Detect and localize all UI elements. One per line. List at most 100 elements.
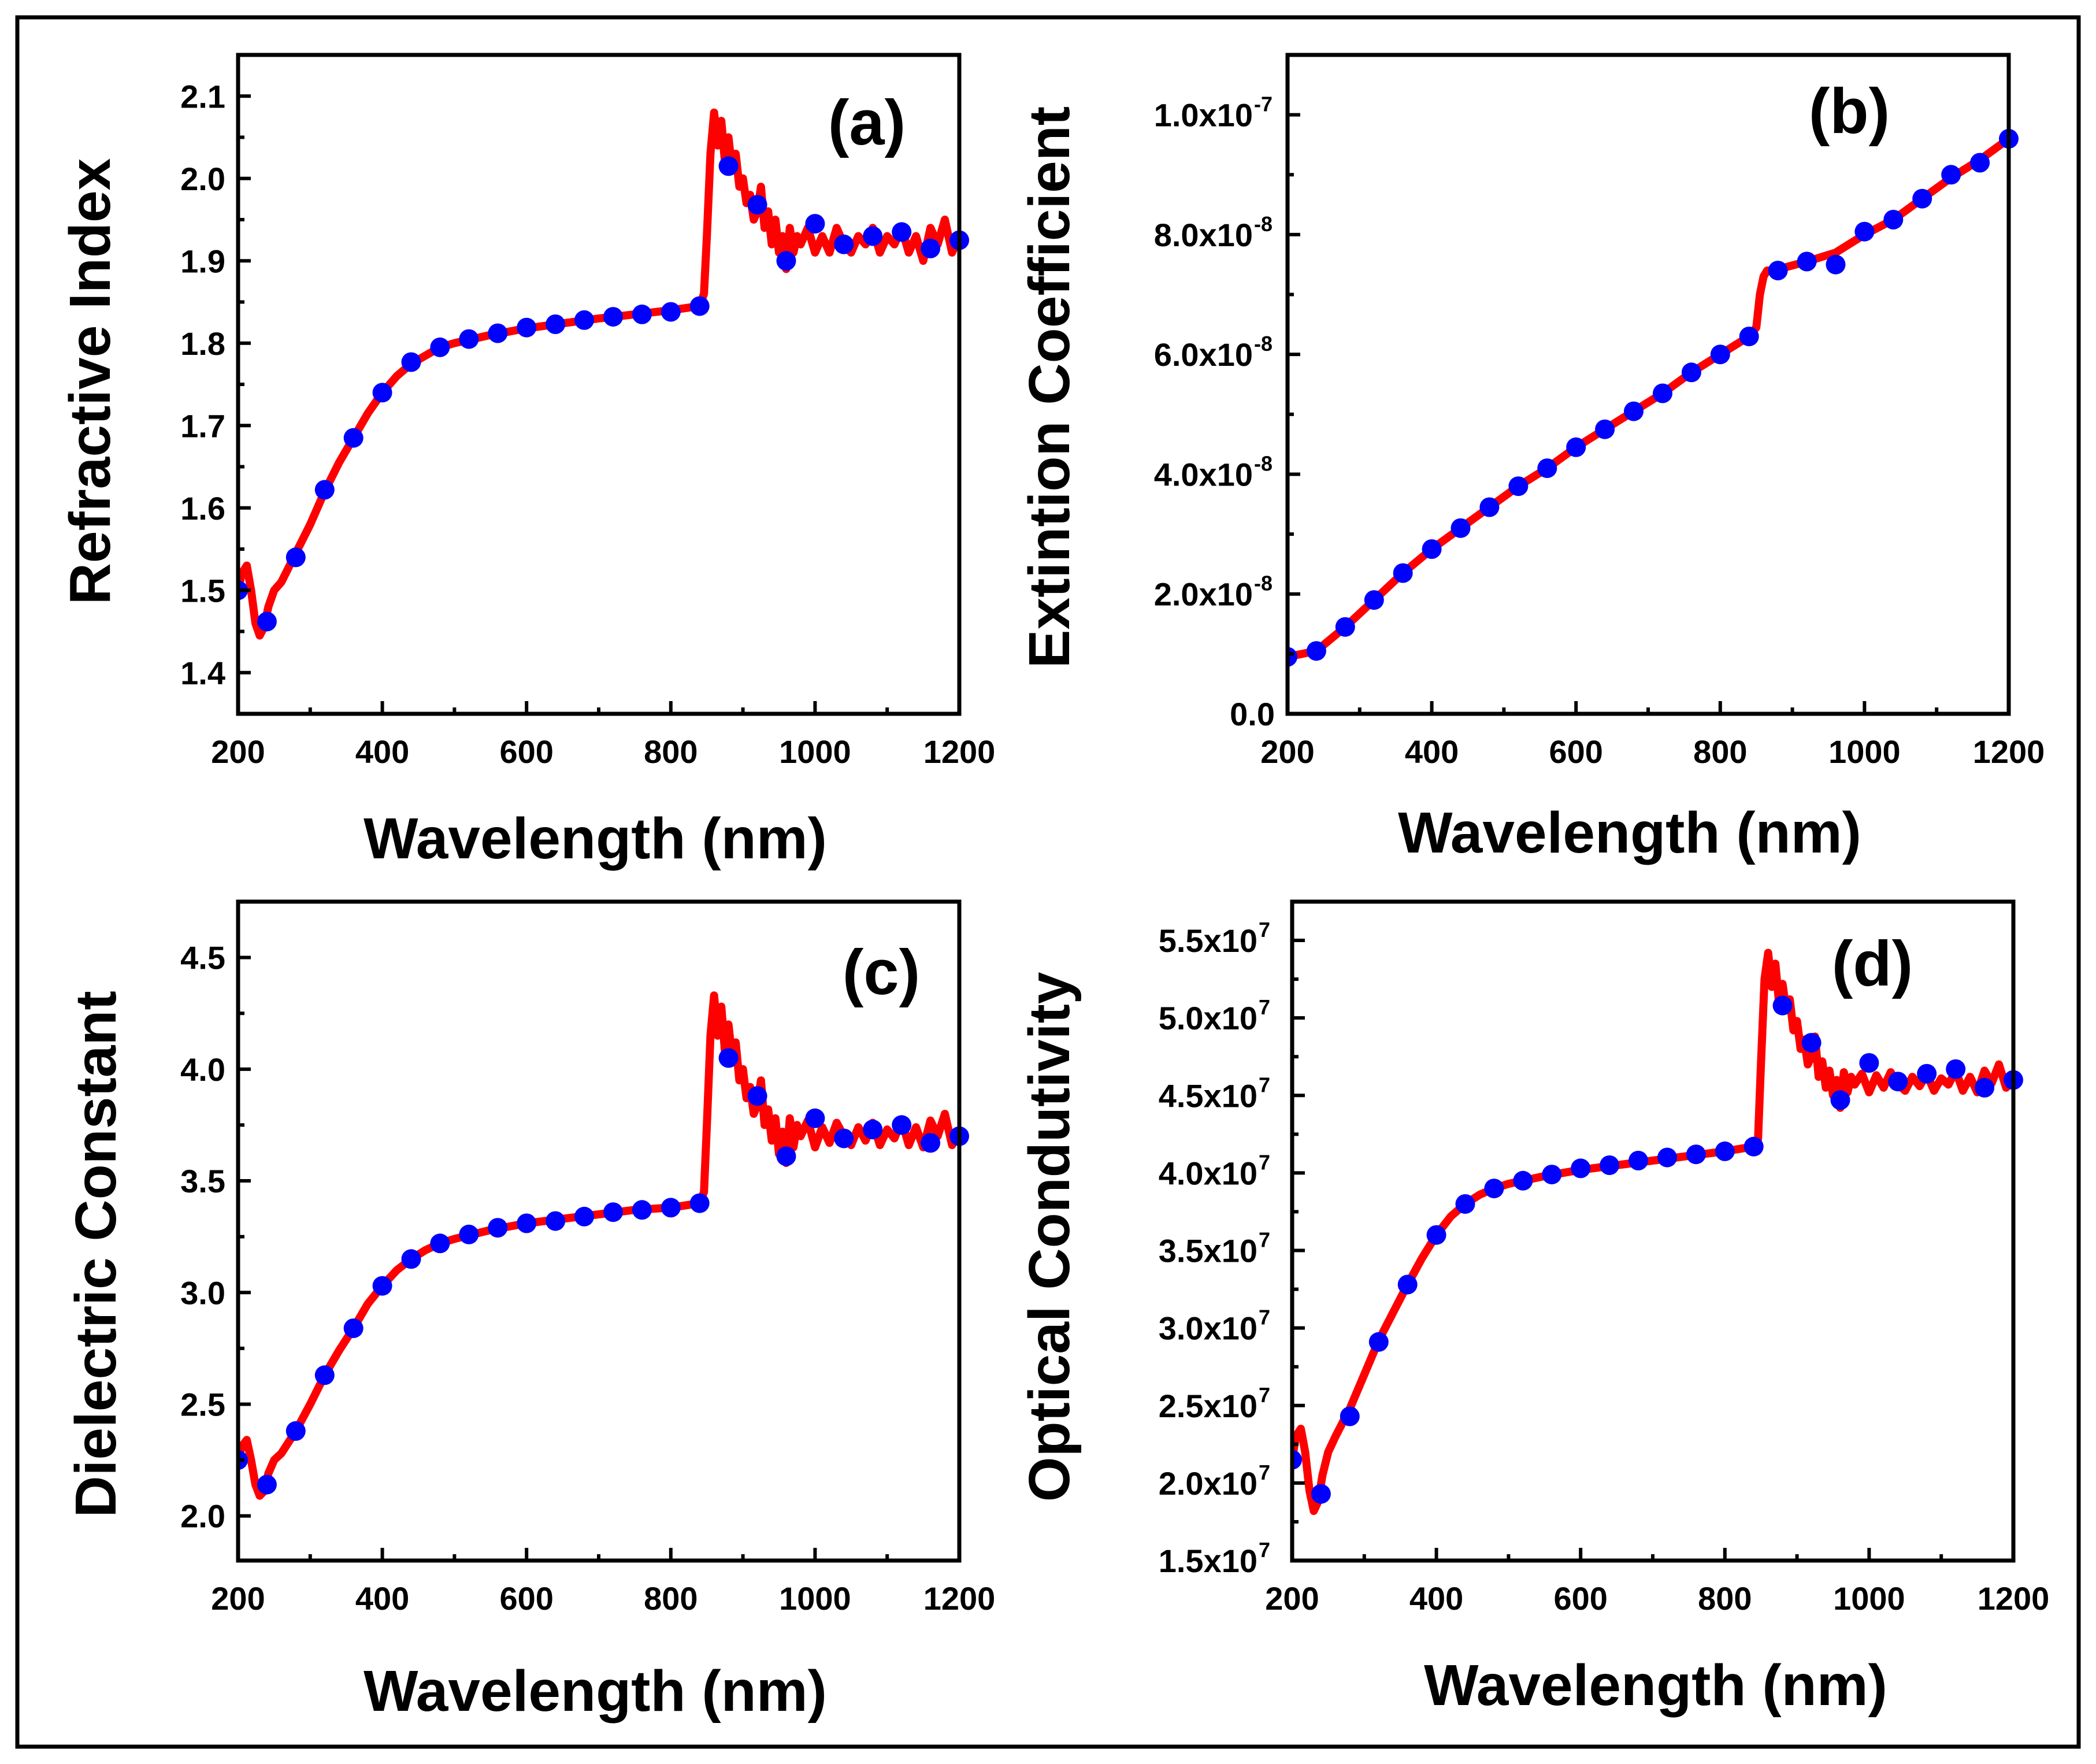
y-tick-label-d: 1.5x10 bbox=[1159, 1543, 1257, 1579]
data-point-c bbox=[343, 1318, 363, 1339]
y-tick-exponent-d: 7 bbox=[1259, 1073, 1270, 1096]
data-point-b bbox=[1970, 153, 1990, 173]
data-point-d bbox=[1830, 1090, 1850, 1110]
series-line-a bbox=[238, 108, 963, 640]
data-point-d bbox=[1455, 1194, 1475, 1214]
y-tick-exponent-b: -7 bbox=[1254, 92, 1273, 116]
panel-label-d: (d) bbox=[1832, 928, 1913, 999]
data-point-c bbox=[546, 1211, 566, 1231]
data-point-d bbox=[1686, 1144, 1706, 1165]
data-point-c bbox=[603, 1202, 623, 1222]
y-tick-label-d: 3.0x10 bbox=[1159, 1310, 1257, 1347]
y-tick-label-a: 1.7 bbox=[180, 407, 225, 444]
data-point-c bbox=[632, 1200, 652, 1220]
x-tick-label-c: 600 bbox=[499, 1580, 553, 1617]
x-axis-title-b: Wavelength (nm) bbox=[1398, 801, 1861, 865]
data-point-b bbox=[1883, 210, 1904, 229]
data-point-b bbox=[1288, 647, 1297, 667]
panel-d: (d) Wavelength (nm) Optical Condutivity … bbox=[1017, 899, 2049, 1718]
data-point-a bbox=[661, 302, 681, 322]
y-tick-label-c: 2.5 bbox=[180, 1386, 225, 1422]
data-point-d bbox=[1628, 1151, 1648, 1170]
x-tick-label-b: 1000 bbox=[1828, 733, 1901, 770]
y-tick-label-c: 4.5 bbox=[180, 940, 225, 976]
data-point-d bbox=[1772, 995, 1793, 1016]
data-point-b bbox=[1739, 327, 1759, 347]
data-point-d bbox=[1368, 1332, 1389, 1352]
x-tick-label-b: 200 bbox=[1260, 733, 1314, 770]
data-point-d bbox=[1975, 1077, 1995, 1098]
data-point-a bbox=[718, 156, 739, 176]
y-axis-title-b: Extintion Coefficient bbox=[1017, 106, 1082, 668]
data-point-a bbox=[834, 234, 854, 254]
data-point-d bbox=[1513, 1170, 1533, 1191]
data-point-c bbox=[747, 1086, 767, 1106]
y-tick-exponent-d: 7 bbox=[1259, 1461, 1270, 1484]
data-point-d bbox=[1859, 1053, 1879, 1073]
y-tick-exponent-d: 7 bbox=[1259, 1228, 1270, 1252]
data-point-b bbox=[1508, 476, 1529, 496]
x-axis-title-d: Wavelength (nm) bbox=[1424, 1653, 1887, 1718]
data-point-c bbox=[517, 1213, 537, 1233]
data-point-c bbox=[372, 1276, 392, 1296]
plot-area-c bbox=[238, 991, 969, 1500]
y-tick-label-b: 0.0 bbox=[1230, 696, 1275, 732]
y-tick-label-d: 5.5x10 bbox=[1159, 922, 1257, 959]
y-tick-label-d: 4.0x10 bbox=[1159, 1155, 1257, 1191]
data-point-c bbox=[689, 1193, 710, 1213]
x-tick-label-b: 1200 bbox=[1973, 733, 2045, 770]
figure-frame bbox=[15, 15, 2081, 1749]
x-tick-label-b: 600 bbox=[1549, 733, 1602, 770]
x-tick-label-a: 200 bbox=[211, 733, 265, 770]
data-point-d bbox=[1801, 1033, 1822, 1053]
y-tick-exponent-d: 7 bbox=[1259, 995, 1270, 1019]
data-point-a bbox=[689, 296, 710, 316]
data-point-b bbox=[1768, 261, 1788, 281]
data-point-a bbox=[892, 222, 912, 242]
x-tick-label-a: 400 bbox=[355, 733, 409, 770]
y-tick-exponent-b: -8 bbox=[1254, 332, 1273, 355]
data-point-d bbox=[1542, 1165, 1562, 1185]
x-tick-label-b: 800 bbox=[1693, 733, 1747, 770]
y-tick-label-d: 2.5x10 bbox=[1159, 1388, 1257, 1424]
x-tick-label-a: 600 bbox=[499, 733, 553, 770]
data-point-d bbox=[1600, 1155, 1620, 1175]
data-point-a bbox=[776, 251, 796, 271]
data-point-b bbox=[1306, 641, 1326, 661]
y-tick-label-c: 3.5 bbox=[180, 1163, 225, 1199]
y-tick-label-a: 1.9 bbox=[180, 243, 225, 279]
data-point-b bbox=[1364, 590, 1384, 610]
x-tick-label-d: 200 bbox=[1265, 1580, 1319, 1617]
data-point-a bbox=[488, 323, 508, 343]
data-point-a bbox=[257, 612, 277, 632]
data-point-c bbox=[892, 1115, 912, 1135]
data-point-c bbox=[314, 1365, 335, 1385]
y-axis-title-a: Refractive Index bbox=[58, 158, 123, 605]
y-tick-exponent-b: -8 bbox=[1254, 572, 1273, 595]
panel-label-b: (b) bbox=[1809, 76, 1890, 147]
data-point-b bbox=[1479, 497, 1500, 517]
panel-label-a: (a) bbox=[828, 87, 906, 158]
data-point-d bbox=[1397, 1274, 1418, 1295]
data-point-b bbox=[1941, 165, 1961, 185]
data-point-a bbox=[401, 352, 421, 372]
data-point-b bbox=[1681, 362, 1701, 383]
data-point-d bbox=[1657, 1147, 1677, 1168]
data-point-c bbox=[488, 1218, 508, 1238]
y-tick-exponent-d: 7 bbox=[1259, 1150, 1270, 1174]
x-tick-label-c: 200 bbox=[211, 1580, 265, 1617]
data-point-b bbox=[1624, 401, 1644, 421]
x-tick-label-d: 1000 bbox=[1833, 1580, 1905, 1617]
y-tick-exponent-b: -8 bbox=[1254, 451, 1273, 475]
data-point-c bbox=[661, 1198, 681, 1218]
data-point-b bbox=[1422, 539, 1442, 559]
data-point-d bbox=[1292, 1450, 1302, 1470]
data-point-a bbox=[372, 383, 392, 403]
data-point-c bbox=[430, 1233, 450, 1254]
y-tick-label-b: 1.0x10 bbox=[1154, 97, 1253, 134]
panel-label-c: (c) bbox=[843, 937, 920, 1008]
x-tick-label-d: 800 bbox=[1698, 1580, 1752, 1617]
data-point-c bbox=[574, 1206, 594, 1226]
y-tick-exponent-d: 7 bbox=[1259, 918, 1270, 942]
y-tick-label-d: 4.5x10 bbox=[1159, 1077, 1257, 1114]
